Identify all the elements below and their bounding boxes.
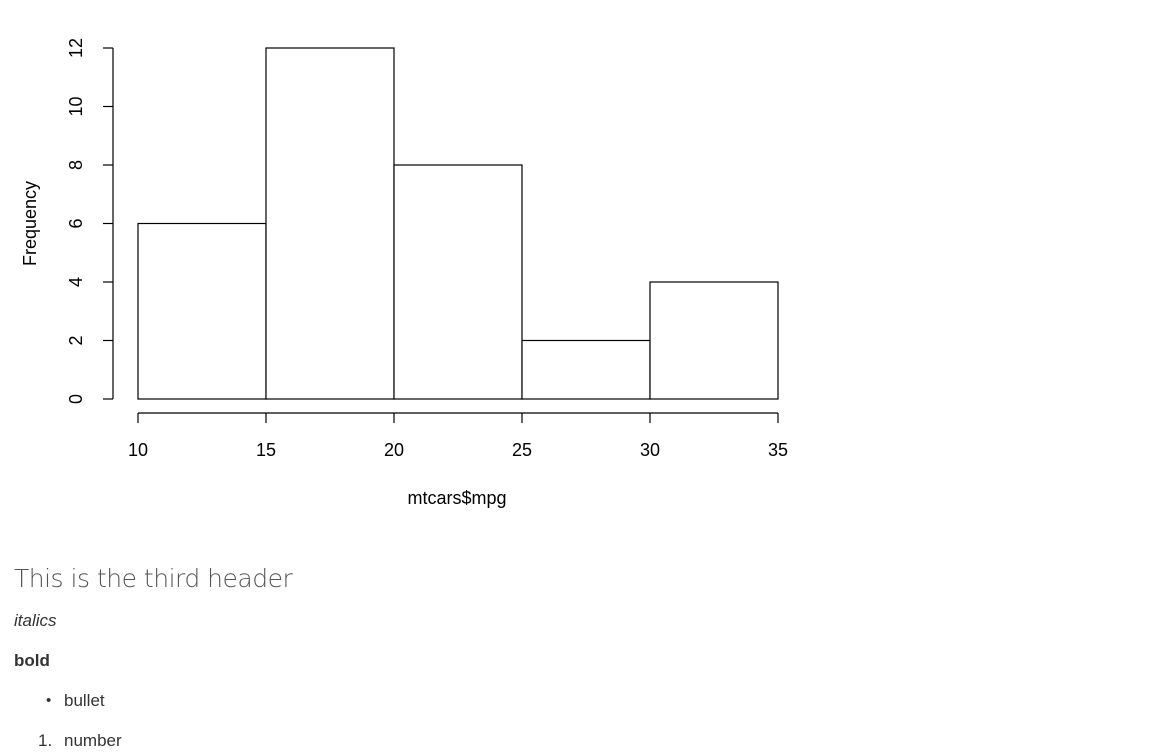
bullet-marker: •: [46, 692, 52, 709]
numbered-item-text: number: [64, 731, 122, 750]
x-tick-label: 20: [384, 440, 404, 460]
y-tick-label: 4: [66, 277, 86, 287]
histogram-chart: 10 15 20 25 30 35 0 2 4 6 8 10 12 mtcars$mpg Frequency: [20, 38, 788, 508]
x-axis-title: mtcars$mpg: [407, 488, 506, 508]
y-tick-label: 2: [66, 335, 86, 345]
y-tick-label: 8: [66, 160, 86, 170]
y-axis-title: Frequency: [20, 181, 40, 266]
y-tick-label: 0: [66, 394, 86, 404]
y-tick-label: 12: [66, 38, 86, 58]
x-tick-label: 15: [256, 440, 276, 460]
histogram-bar: [137, 222, 267, 400]
y-tick-label: 10: [66, 96, 86, 116]
number-marker: 1.: [38, 731, 53, 750]
y-tick-label: 6: [66, 218, 86, 228]
third-header: This is the third header: [14, 564, 293, 593]
x-tick-label: 35: [768, 440, 788, 460]
italics-text: italics: [14, 611, 57, 630]
bullet-list-item: • bullet: [46, 691, 105, 711]
bold-text: bold: [14, 651, 50, 670]
numbered-list-item: 1. number: [38, 731, 122, 751]
x-tick-label: 30: [640, 440, 660, 460]
x-tick-label: 10: [128, 440, 148, 460]
x-tick-label: 25: [512, 440, 532, 460]
histogram-bar: [649, 281, 779, 400]
histogram-bar: [393, 164, 523, 400]
histogram-bar: [521, 339, 651, 400]
bullet-item-text: bullet: [64, 691, 105, 710]
histogram-bar: [265, 47, 395, 400]
